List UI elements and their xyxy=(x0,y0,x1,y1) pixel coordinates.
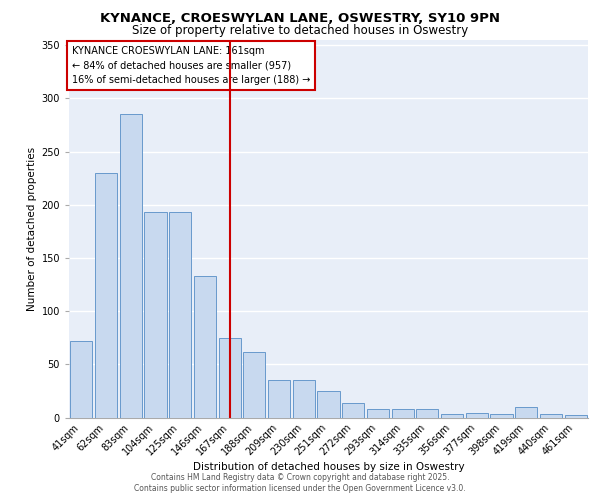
Bar xyxy=(70,341,92,417)
Bar xyxy=(243,352,265,418)
Text: Contains HM Land Registry data © Crown copyright and database right 2025.: Contains HM Land Registry data © Crown c… xyxy=(151,472,449,482)
Bar xyxy=(416,409,439,418)
Bar xyxy=(441,414,463,418)
Bar xyxy=(268,380,290,418)
Bar xyxy=(565,416,587,418)
Bar xyxy=(466,413,488,418)
Bar xyxy=(540,414,562,418)
Bar xyxy=(515,407,538,418)
Bar xyxy=(145,212,167,418)
X-axis label: Distribution of detached houses by size in Oswestry: Distribution of detached houses by size … xyxy=(193,462,464,471)
Y-axis label: Number of detached properties: Number of detached properties xyxy=(27,146,37,311)
Bar xyxy=(95,173,117,418)
Bar xyxy=(317,391,340,417)
Bar xyxy=(194,276,216,418)
Text: KYNANCE, CROESWYLAN LANE, OSWESTRY, SY10 9PN: KYNANCE, CROESWYLAN LANE, OSWESTRY, SY10… xyxy=(100,12,500,26)
Bar xyxy=(119,114,142,418)
Bar xyxy=(367,409,389,418)
Bar xyxy=(218,338,241,417)
Bar xyxy=(392,409,414,418)
Text: KYNANCE CROESWYLAN LANE: 161sqm
← 84% of detached houses are smaller (957)
16% o: KYNANCE CROESWYLAN LANE: 161sqm ← 84% of… xyxy=(71,46,310,86)
Bar xyxy=(169,212,191,418)
Text: Size of property relative to detached houses in Oswestry: Size of property relative to detached ho… xyxy=(132,24,468,37)
Bar xyxy=(490,414,512,418)
Bar xyxy=(293,380,315,418)
Text: Contains public sector information licensed under the Open Government Licence v3: Contains public sector information licen… xyxy=(134,484,466,493)
Bar xyxy=(342,402,364,417)
